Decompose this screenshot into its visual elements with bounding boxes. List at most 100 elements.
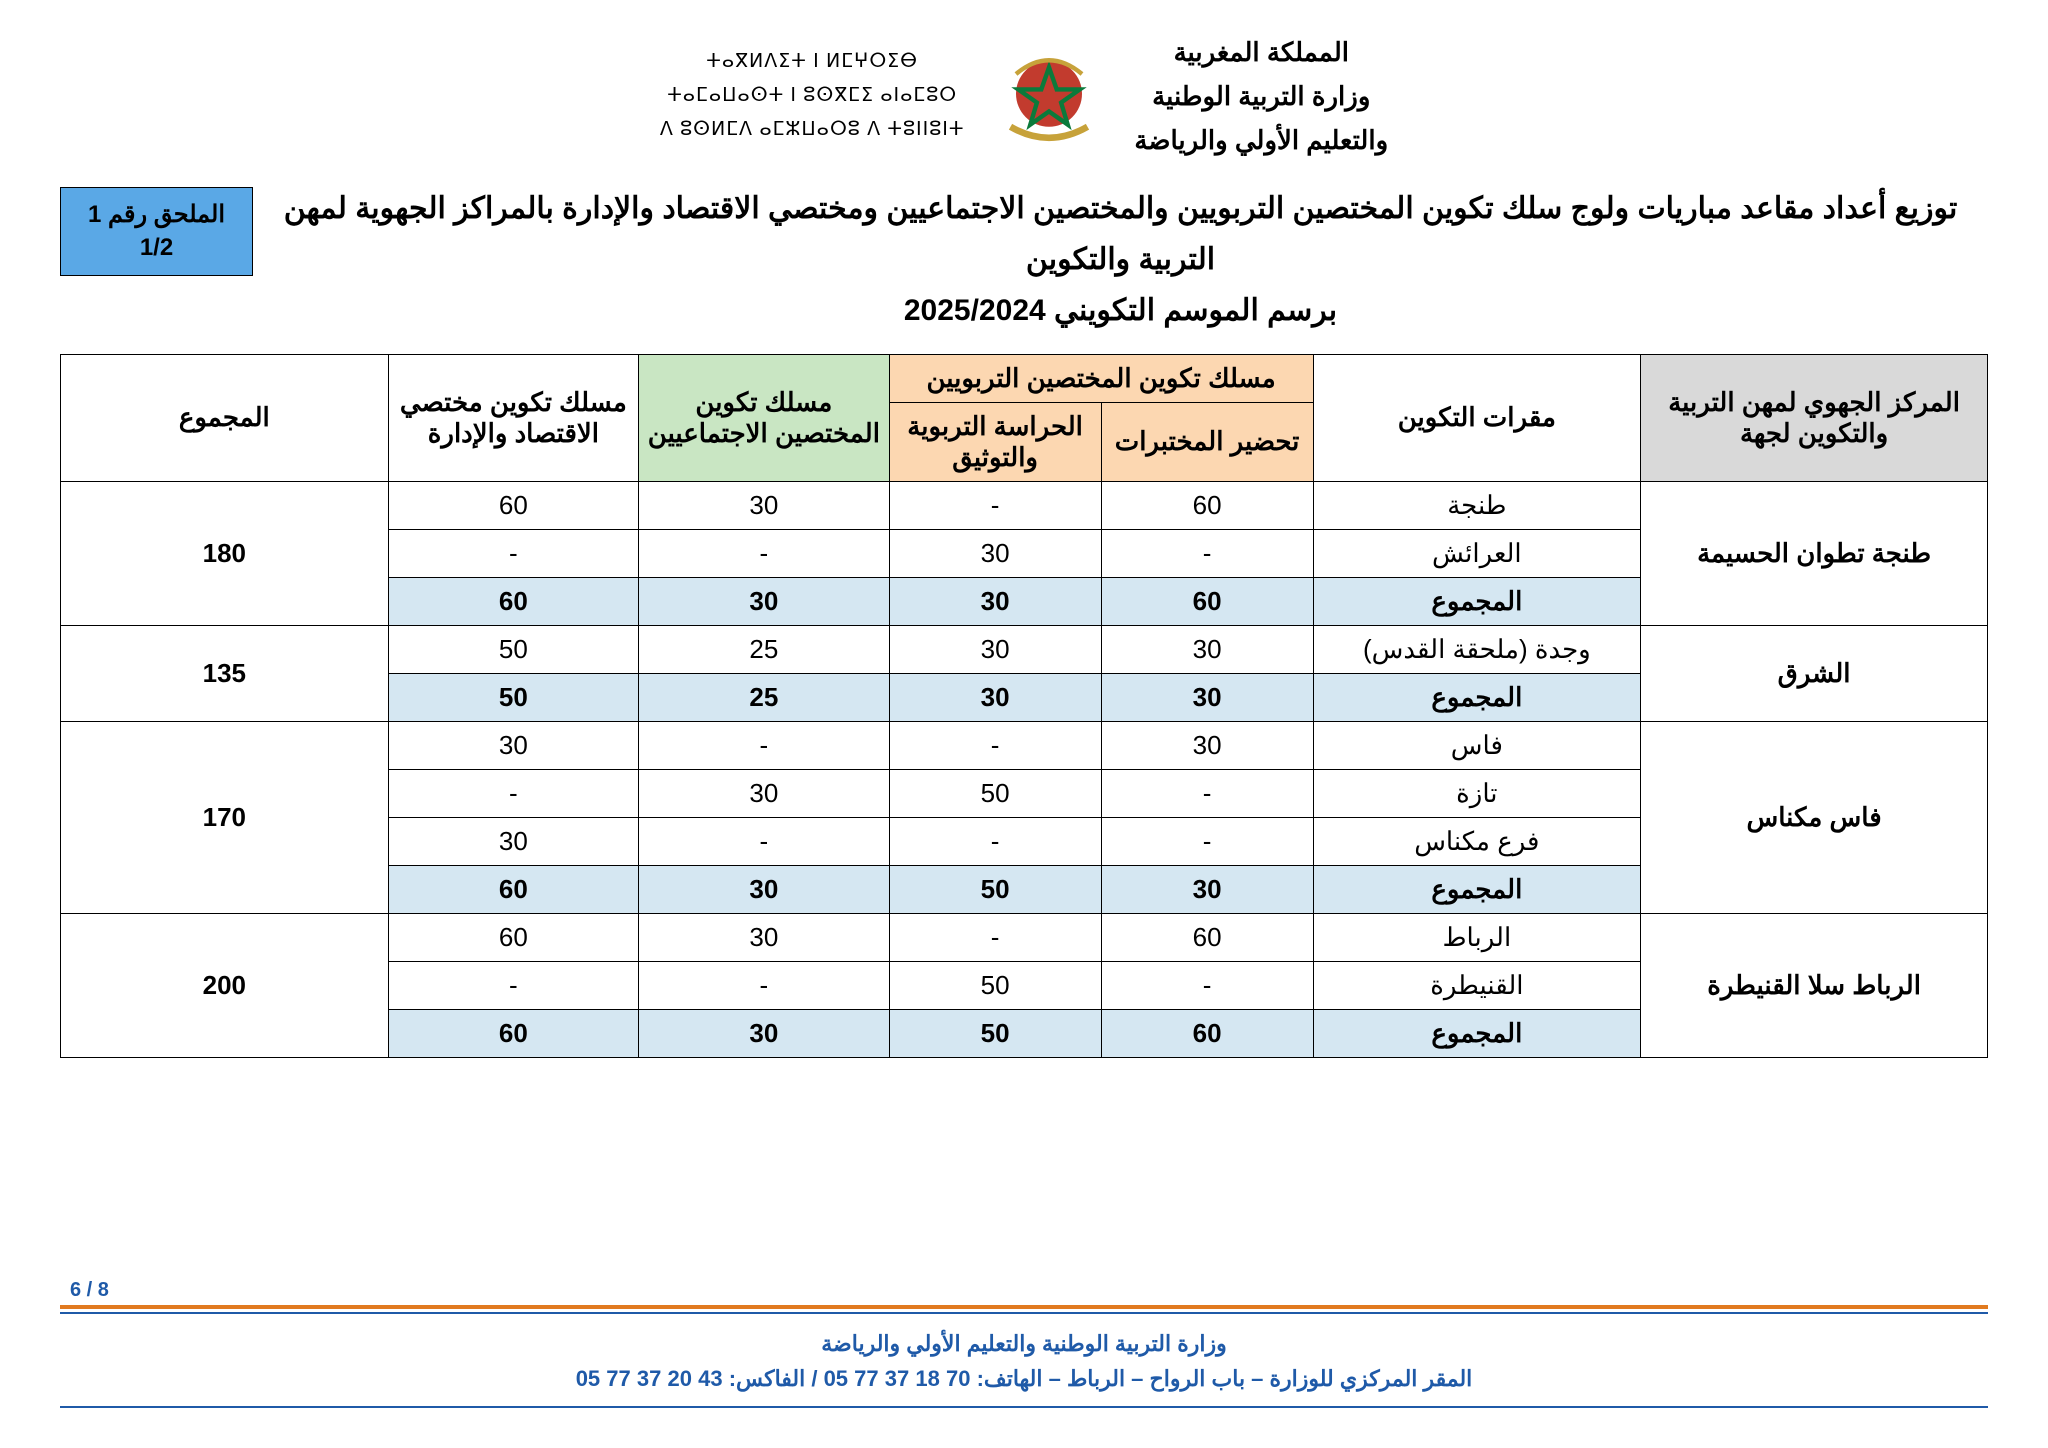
region-total-cell: 180 [61,481,389,625]
lab-cell: - [1101,961,1313,1009]
subtotal-doc: 30 [889,673,1101,721]
econ-cell: 60 [388,913,639,961]
table-row: الشرقوجدة (ملحقة القدس)30302550135 [61,625,1988,673]
footer-line2: المقر المركزي للوزارة – باب الرواح – الر… [60,1361,1988,1396]
site-cell: طنجة [1313,481,1641,529]
subtotal-lab: 30 [1101,865,1313,913]
subtotal-soc: 30 [639,577,890,625]
region-total-cell: 135 [61,625,389,721]
doc-cell: 30 [889,529,1101,577]
subtotal-soc: 25 [639,673,890,721]
subtotal-econ: 50 [388,673,639,721]
soc-cell: - [639,529,890,577]
econ-cell: 50 [388,625,639,673]
econ-cell: 30 [388,817,639,865]
subtotal-econ: 60 [388,577,639,625]
table-row: فاس مكناسفاس30--30170 [61,721,1988,769]
lab-cell: 30 [1101,625,1313,673]
region-total-cell: 170 [61,721,389,913]
annex-line1: الملحق رقم 1 [69,198,244,232]
header-tif-line: ⵜⴰⴳⵍⴷⵉⵜ ⵏ ⵍⵎⵖⵔⵉⴱ [660,45,965,79]
lab-cell: - [1101,529,1313,577]
annex-badge: الملحق رقم 1 1/2 [60,187,253,276]
soc-cell: 30 [639,769,890,817]
doc-cell: - [889,913,1101,961]
header-tifinagh: ⵜⴰⴳⵍⴷⵉⵜ ⵏ ⵍⵎⵖⵔⵉⴱ ⵜⴰⵎⴰⵡⴰⵙⵜ ⵏ ⵓⵙⴳⵎⵉ ⴰⵏⴰⵎⵓⵔ… [660,45,965,148]
subtotal-label: المجموع [1313,577,1641,625]
header-tif-line: ⵜⴰⵎⴰⵡⴰⵙⵜ ⵏ ⵓⵙⴳⵎⵉ ⴰⵏⴰⵎⵓⵔ [660,79,965,113]
soc-cell: 30 [639,913,890,961]
subtotal-soc: 30 [639,865,890,913]
soc-cell: - [639,817,890,865]
footer-rule-blue-bottom [60,1406,1988,1408]
soc-cell: 25 [639,625,890,673]
lab-cell: 60 [1101,913,1313,961]
table-row: طنجة تطوان الحسيمةطنجة60-3060180 [61,481,1988,529]
site-cell: الرباط [1313,913,1641,961]
title-line2: برسم الموسم التكويني 2025/2024 [253,285,1988,336]
lab-cell: 60 [1101,481,1313,529]
region-cell: فاس مكناس [1641,721,1988,913]
region-total-cell: 200 [61,913,389,1057]
col-social: مسلك تكوين المختصين الاجتماعيين [639,354,890,481]
page-footer: 6 / 8 وزارة التربية الوطنية والتعليم الأ… [60,1305,1988,1408]
econ-cell: - [388,529,639,577]
col-edu-lab: تحضير المختبرات [1101,402,1313,481]
subtotal-econ: 60 [388,1009,639,1057]
title-line1: توزيع أعداد مقاعد مباريات ولوج سلك تكوين… [253,183,1988,285]
subtotal-lab: 30 [1101,673,1313,721]
col-edu-doc: الحراسة التربوية والتوثيق [889,402,1101,481]
doc-cell: - [889,481,1101,529]
region-cell: الشرق [1641,625,1988,721]
econ-cell: 60 [388,481,639,529]
page-number: 6 / 8 [70,1279,109,1302]
subtotal-econ: 60 [388,865,639,913]
col-total: المجموع [61,354,389,481]
document-title: توزيع أعداد مقاعد مباريات ولوج سلك تكوين… [253,183,1988,336]
col-edu-group: مسلك تكوين المختصين التربويين [889,354,1313,402]
table-row: الرباط سلا القنيطرةالرباط60-3060200 [61,913,1988,961]
econ-cell: 30 [388,721,639,769]
lab-cell: 30 [1101,721,1313,769]
econ-cell: - [388,961,639,1009]
subtotal-soc: 30 [639,1009,890,1057]
site-cell: وجدة (ملحقة القدس) [1313,625,1641,673]
distribution-table: المركز الجهوي لمهن التربية والتكوين لجهة… [60,354,1988,1058]
subtotal-label: المجموع [1313,673,1641,721]
morocco-emblem-icon [994,41,1104,151]
col-site: مقرات التكوين [1313,354,1641,481]
doc-cell: - [889,721,1101,769]
site-cell: القنيطرة [1313,961,1641,1009]
site-cell: فرع مكناس [1313,817,1641,865]
title-row: توزيع أعداد مقاعد مباريات ولوج سلك تكوين… [60,183,1988,336]
subtotal-doc: 30 [889,577,1101,625]
doc-cell: 50 [889,961,1101,1009]
document-header: المملكة المغربية وزارة التربية الوطنية و… [60,30,1988,163]
doc-cell: - [889,817,1101,865]
region-cell: طنجة تطوان الحسيمة [1641,481,1988,625]
doc-cell: 30 [889,625,1101,673]
subtotal-label: المجموع [1313,1009,1641,1057]
subtotal-lab: 60 [1101,577,1313,625]
soc-cell: - [639,721,890,769]
col-econ: مسلك تكوين مختصي الاقتصاد والإدارة [388,354,639,481]
subtotal-doc: 50 [889,1009,1101,1057]
site-cell: تازة [1313,769,1641,817]
footer-line1: وزارة التربية الوطنية والتعليم الأولي وا… [60,1326,1988,1361]
subtotal-label: المجموع [1313,865,1641,913]
footer-rule-orange [60,1305,1988,1309]
subtotal-lab: 60 [1101,1009,1313,1057]
header-ar-line: وزارة التربية الوطنية [1134,74,1388,118]
soc-cell: - [639,961,890,1009]
footer-text: وزارة التربية الوطنية والتعليم الأولي وا… [60,1326,1988,1396]
soc-cell: 30 [639,481,890,529]
header-tif-line: ⴷ ⵓⵙⵍⵎⴷ ⴰⵎⵣⵡⴰⵔⵓ ⴷ ⵜⵓⵏⵏⵓⵏⵜ [660,113,965,147]
header-arabic: المملكة المغربية وزارة التربية الوطنية و… [1134,30,1388,163]
econ-cell: - [388,769,639,817]
header-ar-line: المملكة المغربية [1134,30,1388,74]
site-cell: فاس [1313,721,1641,769]
site-cell: العرائش [1313,529,1641,577]
annex-line2: 1/2 [69,231,244,265]
region-cell: الرباط سلا القنيطرة [1641,913,1988,1057]
col-region: المركز الجهوي لمهن التربية والتكوين لجهة [1641,354,1988,481]
